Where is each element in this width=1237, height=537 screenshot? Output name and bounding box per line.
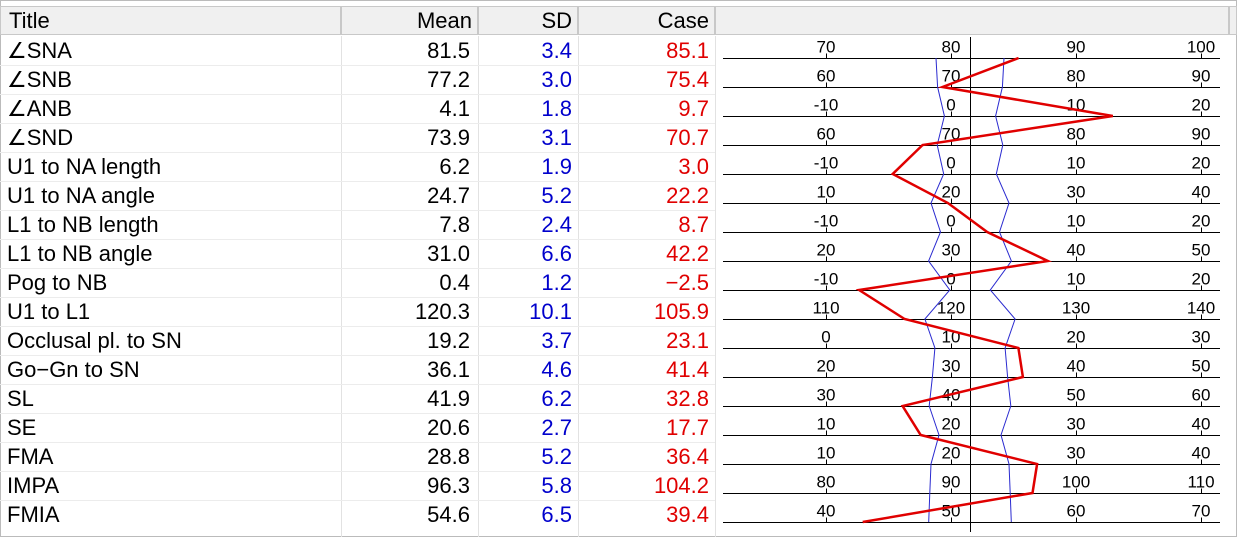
header-title[interactable]: Title (0, 6, 341, 35)
table-row[interactable]: SL 41.9 6.2 32.8 (0, 384, 717, 413)
row-sd: 6.2 (541, 386, 572, 411)
row-case: 42.2 (666, 241, 709, 266)
table-row[interactable]: U1 to L1 120.3 10.1 105.9 (0, 297, 717, 326)
row-title: ∠SNA (7, 38, 72, 63)
table-row[interactable]: ∠SNA 81.5 3.4 85.1 (0, 36, 717, 65)
table-row[interactable]: SE 20.6 2.7 17.7 (0, 413, 717, 442)
row-mean: 20.6 (427, 415, 470, 440)
row-mean: 81.5 (427, 38, 470, 63)
row-title: ∠SNB (7, 67, 72, 92)
table-row[interactable]: ∠SNB 77.2 3.0 75.4 (0, 65, 717, 94)
row-case: 22.2 (666, 183, 709, 208)
row-mean: 77.2 (427, 67, 470, 92)
row-case: 75.4 (666, 67, 709, 92)
table-row[interactable]: Pog to NB 0.4 1.2 −2.5 (0, 268, 717, 297)
row-sd: 5.8 (541, 473, 572, 498)
row-sd: 5.2 (541, 444, 572, 469)
row-title: ∠SND (7, 125, 74, 150)
header-sd[interactable]: SD (478, 6, 578, 35)
table-row[interactable]: L1 to NB length 7.8 2.4 8.7 (0, 210, 717, 239)
row-title: Go−Gn to SN (7, 357, 140, 382)
row-mean: 0.4 (439, 270, 470, 295)
row-title: Occlusal pl. to SN (7, 328, 182, 353)
row-case: 104.2 (653, 473, 709, 498)
row-sd: 5.2 (541, 183, 572, 208)
row-mean: 31.0 (427, 241, 470, 266)
row-mean: 7.8 (439, 212, 470, 237)
row-title: L1 to NB angle (7, 241, 153, 266)
row-title: U1 to NA length (7, 154, 162, 179)
row-case: 39.4 (666, 502, 709, 527)
table-row[interactable]: L1 to NB angle 31.0 6.6 42.2 (0, 239, 717, 268)
row-case: 41.4 (666, 357, 709, 382)
row-title: Pog to NB (7, 270, 108, 295)
header-chart[interactable] (715, 6, 1229, 35)
table-row[interactable]: FMIA 54.6 6.5 39.4 (0, 500, 717, 529)
row-mean: 4.1 (439, 96, 470, 121)
row-mean: 24.7 (427, 183, 470, 208)
row-case: 70.7 (666, 125, 709, 150)
row-case: 105.9 (653, 299, 709, 324)
row-mean: 28.8 (427, 444, 470, 469)
row-title: SE (7, 415, 37, 440)
row-mean: 19.2 (427, 328, 470, 353)
table-row[interactable]: U1 to NA angle 24.7 5.2 22.2 (0, 181, 717, 210)
row-sd: 3.4 (541, 38, 572, 63)
header-corner (1229, 6, 1237, 35)
table-row[interactable]: Go−Gn to SN 36.1 4.6 41.4 (0, 355, 717, 384)
row-sd: 6.6 (541, 241, 572, 266)
row-sd: 3.7 (541, 328, 572, 353)
row-mean: 96.3 (427, 473, 470, 498)
header-mean[interactable]: Mean (341, 6, 478, 35)
row-sd: 1.2 (541, 270, 572, 295)
row-title: L1 to NB length (7, 212, 159, 237)
row-case: 17.7 (666, 415, 709, 440)
row-sd: 3.0 (541, 67, 572, 92)
table-row[interactable]: ∠ANB 4.1 1.8 9.7 (0, 94, 717, 123)
row-case: 23.1 (666, 328, 709, 353)
row-sd: 3.1 (541, 125, 572, 150)
header-case[interactable]: Case (578, 6, 715, 35)
row-mean: 73.9 (427, 125, 470, 150)
row-title: U1 to NA angle (7, 183, 155, 208)
row-title: FMA (7, 444, 54, 469)
row-sd: 6.5 (541, 502, 572, 527)
row-case: −2.5 (665, 270, 709, 295)
row-title: ∠ANB (7, 96, 72, 121)
row-case: 36.4 (666, 444, 709, 469)
row-sd: 4.6 (541, 357, 572, 382)
row-sd: 2.4 (541, 212, 572, 237)
row-case: 85.1 (666, 38, 709, 63)
row-title: FMIA (7, 502, 60, 527)
row-mean: 54.6 (427, 502, 470, 527)
row-case: 32.8 (666, 386, 709, 411)
row-sd: 10.1 (529, 299, 572, 324)
row-mean: 36.1 (427, 357, 470, 382)
row-mean: 120.3 (414, 299, 470, 324)
table-row[interactable]: ∠SND 73.9 3.1 70.7 (0, 123, 717, 152)
row-sd: 2.7 (541, 415, 572, 440)
row-case: 8.7 (678, 212, 709, 237)
table-row[interactable]: IMPA 96.3 5.8 104.2 (0, 471, 717, 500)
row-title: SL (7, 386, 34, 411)
row-title: IMPA (7, 473, 60, 498)
row-mean: 41.9 (427, 386, 470, 411)
row-sd: 1.9 (541, 154, 572, 179)
row-sd: 1.8 (541, 96, 572, 121)
row-mean: 6.2 (439, 154, 470, 179)
row-case: 3.0 (678, 154, 709, 179)
table-row[interactable]: U1 to NA length 6.2 1.9 3.0 (0, 152, 717, 181)
row-title: U1 to L1 (7, 299, 91, 324)
row-case: 9.7 (678, 96, 709, 121)
table-row[interactable]: FMA 28.8 5.2 36.4 (0, 442, 717, 471)
table-row[interactable]: Occlusal pl. to SN 19.2 3.7 23.1 (0, 326, 717, 355)
